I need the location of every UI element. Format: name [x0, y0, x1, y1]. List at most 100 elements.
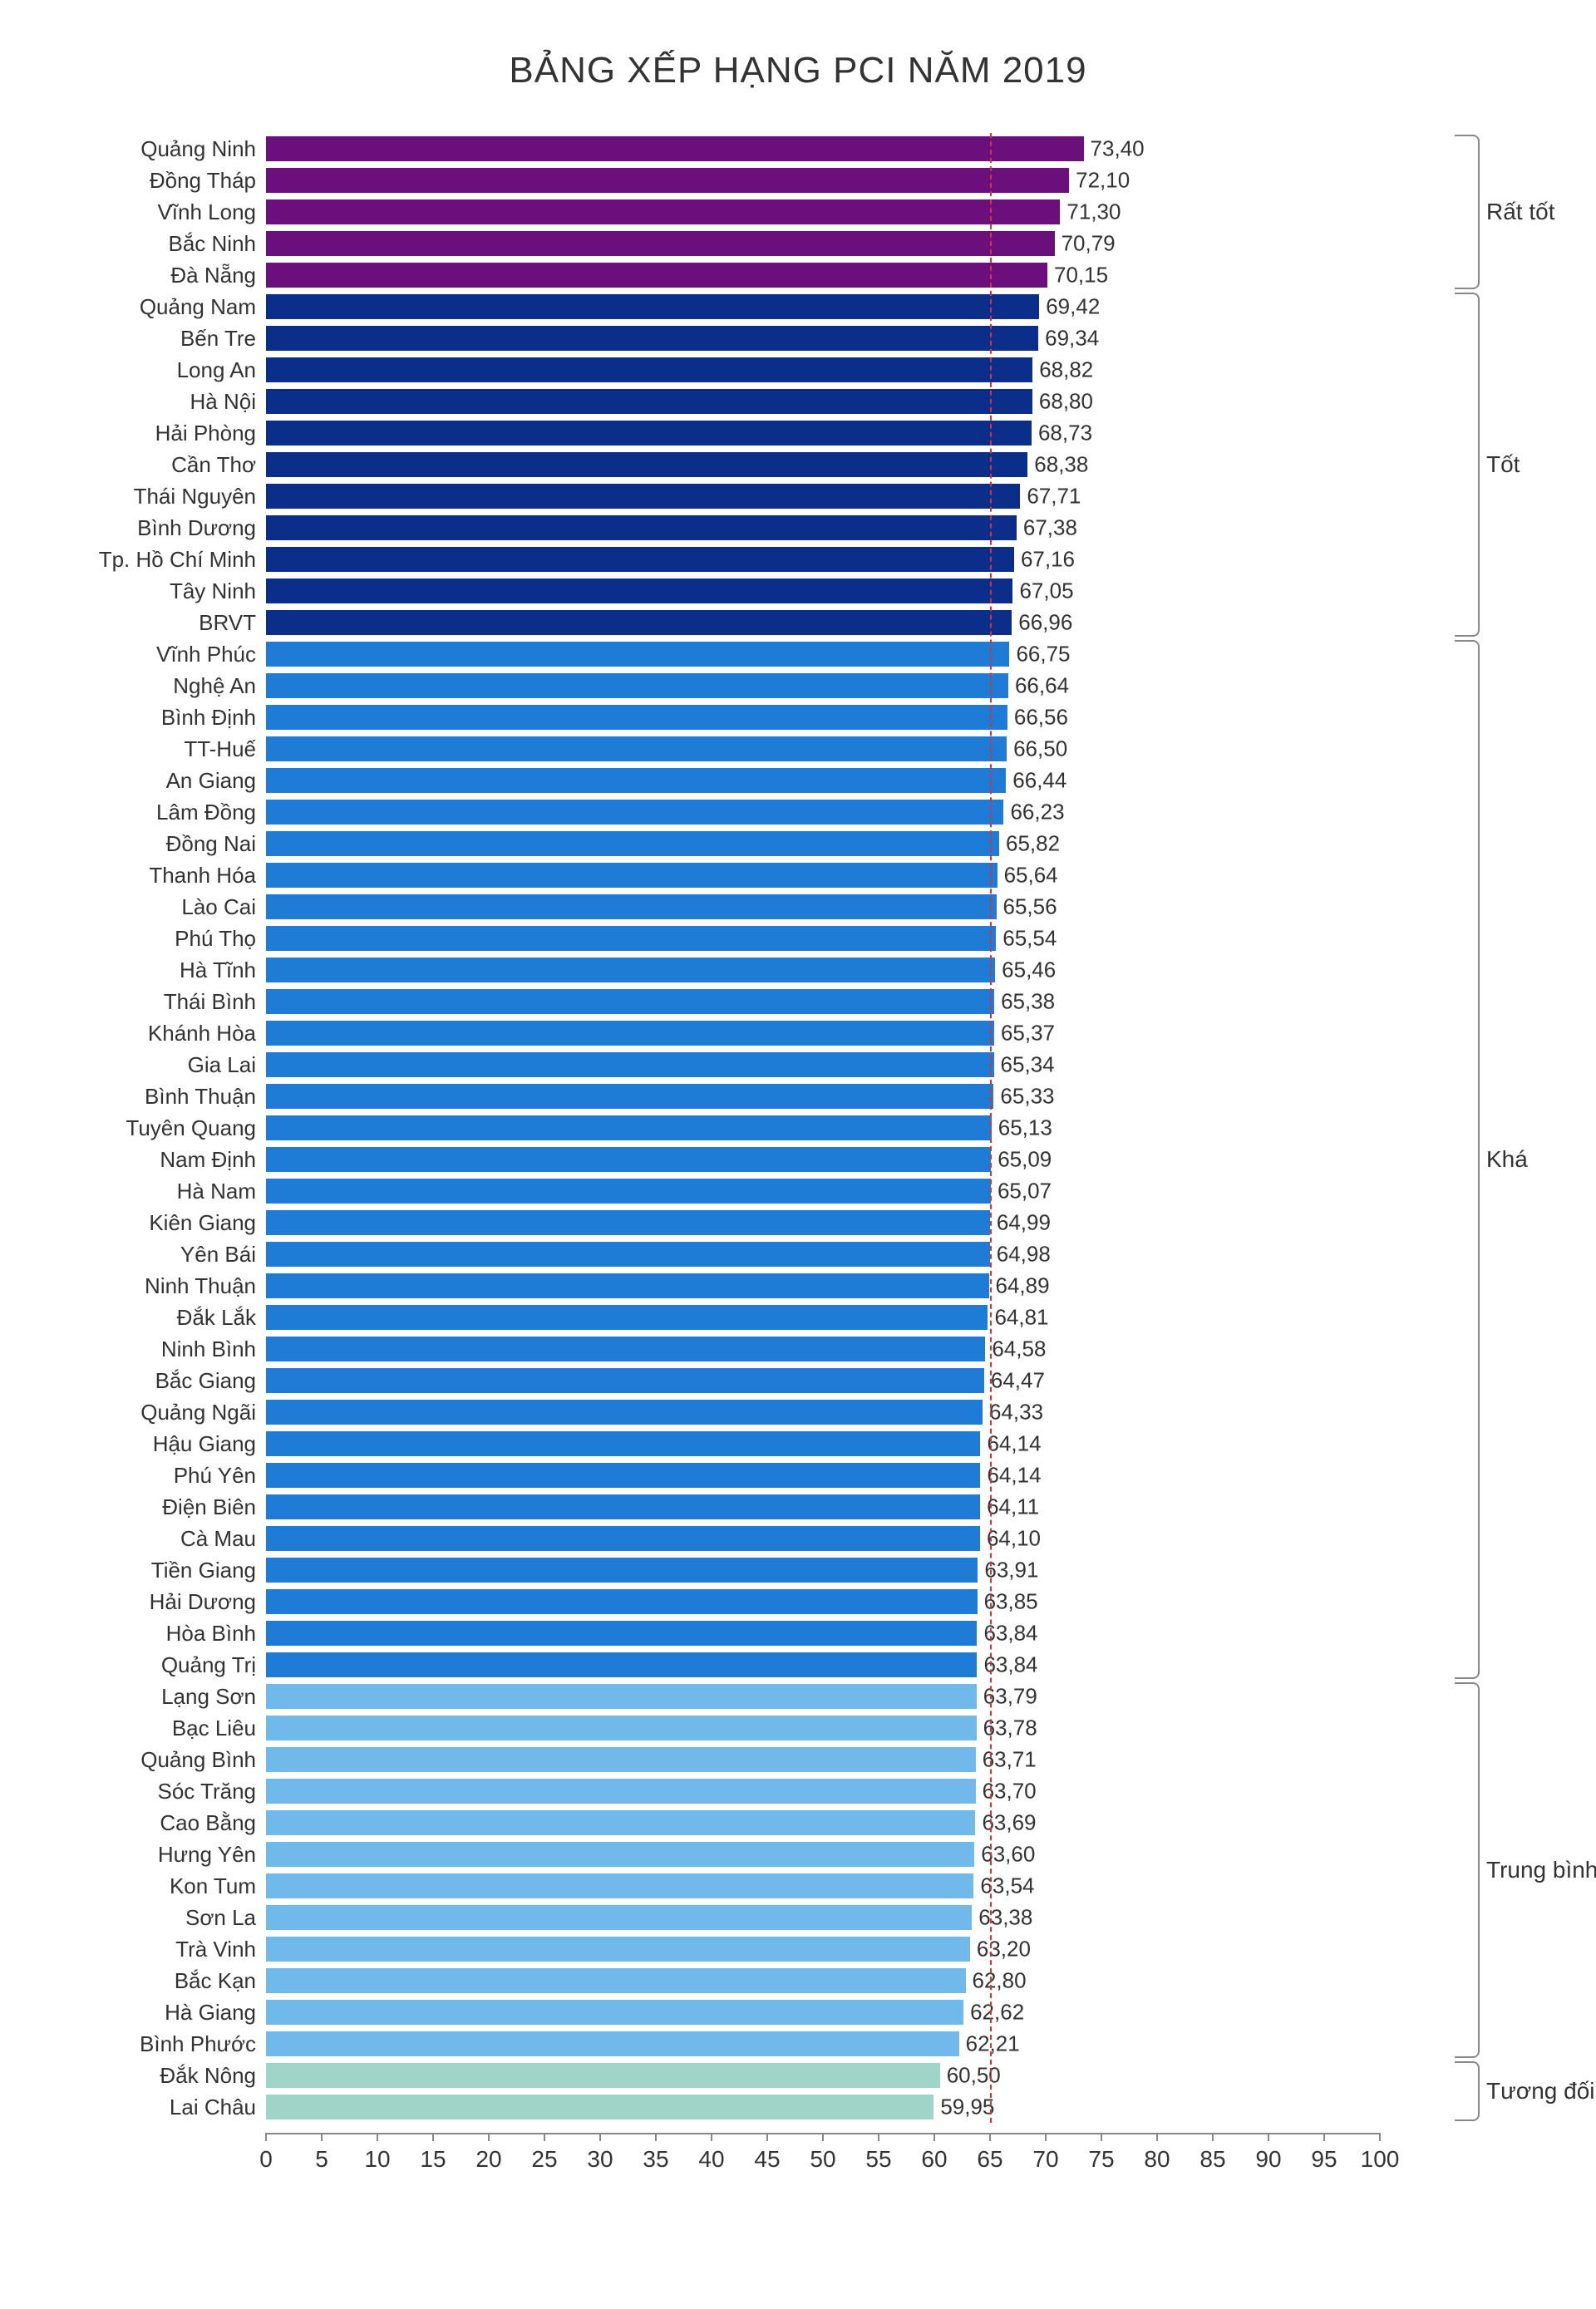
bar-row: Cà Mau64,10	[266, 1523, 1380, 1554]
bar-value-label: 63,70	[976, 1779, 1037, 1804]
bar	[266, 1747, 976, 1772]
bar	[266, 263, 1047, 288]
bar-track: 68,82	[266, 357, 1380, 382]
chart-title: BẢNG XẾP HẠNG PCI NĂM 2019	[33, 50, 1563, 91]
y-axis-label: Cà Mau	[180, 1526, 266, 1552]
bar-track: 64,11	[266, 1494, 1380, 1519]
bar-value-label: 62,21	[959, 2031, 1020, 2057]
x-axis-tick-mark	[933, 2133, 935, 2141]
y-axis-label: Yên Bái	[180, 1242, 266, 1268]
bar-row: Hải Dương63,85	[266, 1586, 1380, 1617]
chart-container: Quảng Ninh73,40Đồng Tháp72,10Vĩnh Long71…	[266, 133, 1380, 2183]
y-axis-label: Phú Yên	[174, 1463, 266, 1489]
bar-value-label: 63,84	[977, 1652, 1037, 1678]
y-axis-label: Bắc Ninh	[169, 231, 267, 257]
bar-track: 68,38	[266, 452, 1380, 477]
bar-row: TT-Huế66,50	[266, 733, 1380, 765]
bar-value-label: 68,38	[1027, 452, 1088, 478]
x-axis-tick-label: 0	[259, 2146, 273, 2173]
bar-row: Trà Vinh63,20	[266, 1933, 1380, 1965]
bar-track: 68,80	[266, 389, 1380, 414]
y-axis-label: Đắk Lắk	[177, 1305, 266, 1331]
bar-track: 68,73	[266, 421, 1380, 446]
bar-value-label: 64,89	[989, 1273, 1050, 1299]
bar-track: 62,62	[266, 2000, 1380, 2025]
bar-row: Tiền Giang63,91	[266, 1554, 1380, 1586]
bar	[266, 1021, 994, 1046]
bar-row: Vĩnh Long71,30	[266, 196, 1380, 228]
bar	[266, 484, 1020, 509]
bar-track: 66,23	[266, 800, 1380, 825]
y-axis-label: Lâm Đồng	[156, 800, 266, 825]
y-axis-label: Quảng Ninh	[140, 136, 266, 162]
y-axis-label: Bến Tre	[180, 326, 266, 352]
y-axis-label: Ninh Thuận	[145, 1273, 266, 1299]
y-axis-label: An Giang	[166, 768, 266, 794]
bar-row: Đồng Tháp72,10	[266, 165, 1380, 196]
bar	[266, 1084, 993, 1109]
bar-track: 65,82	[266, 831, 1380, 856]
bar-track: 64,47	[266, 1368, 1380, 1393]
y-axis-label: Bình Định	[161, 705, 266, 731]
bar	[266, 1968, 966, 1993]
y-axis-label: Bình Thuận	[145, 1084, 266, 1110]
bar-track: 63,70	[266, 1779, 1380, 1804]
bar-row: Tp. Hồ Chí Minh67,16	[266, 544, 1380, 575]
bar-value-label: 64,99	[990, 1210, 1051, 1236]
bar-row: Gia Lai65,34	[266, 1049, 1380, 1081]
bar-track: 65,13	[266, 1115, 1380, 1140]
bar-row: An Giang66,44	[266, 765, 1380, 796]
x-axis-tick-mark	[1323, 2133, 1325, 2141]
bar-track: 64,81	[266, 1305, 1380, 1330]
bar-value-label: 69,42	[1039, 294, 1100, 320]
bar-row: Đồng Nai65,82	[266, 828, 1380, 859]
bar-row: Tuyên Quang65,13	[266, 1112, 1380, 1144]
x-axis-tick-mark	[1212, 2133, 1214, 2141]
bar-value-label: 73,40	[1084, 136, 1145, 162]
bar-row: Bắc Kạn62,80	[266, 1965, 1380, 1996]
y-axis-label: Đà Nẵng	[170, 263, 266, 288]
bar-value-label: 63,60	[974, 1842, 1035, 1868]
bar-row: Sóc Trăng63,70	[266, 1775, 1380, 1807]
bar-track: 64,14	[266, 1431, 1380, 1456]
bar-value-label: 65,54	[996, 926, 1057, 952]
bar-row: Nam Định65,09	[266, 1144, 1380, 1175]
bar-row: Hải Phòng68,73	[266, 417, 1380, 449]
bar-track: 67,05	[266, 578, 1380, 603]
bar-value-label: 65,46	[995, 958, 1056, 983]
bar-value-label: 66,44	[1006, 768, 1066, 794]
bar-value-label: 69,34	[1038, 326, 1099, 352]
x-axis-tick-mark	[377, 2133, 378, 2141]
bar-value-label: 70,79	[1055, 231, 1116, 257]
y-axis-label: Hậu Giang	[153, 1431, 266, 1457]
bar-value-label: 64,98	[990, 1242, 1051, 1268]
bar-row: Quảng Nam69,42	[266, 291, 1380, 322]
bar-track: 64,89	[266, 1273, 1380, 1298]
y-axis-label: Long An	[177, 357, 266, 383]
bar-track: 66,44	[266, 768, 1380, 793]
bar-value-label: 66,75	[1009, 642, 1070, 667]
bar-row: Nghệ An66,64	[266, 670, 1380, 702]
bar-value-label: 60,50	[940, 2063, 1001, 2089]
bar-value-label: 64,11	[980, 1494, 1039, 1520]
bar-track: 63,69	[266, 1810, 1380, 1835]
bar-value-label: 64,14	[980, 1431, 1041, 1457]
bar-value-label: 65,07	[991, 1179, 1052, 1204]
x-axis-tick-label: 20	[475, 2146, 501, 2173]
bar-track: 63,54	[266, 1873, 1380, 1898]
bar-row: Sơn La63,38	[266, 1902, 1380, 1933]
bar-row: Kon Tum63,54	[266, 1870, 1380, 1902]
bar	[266, 1147, 991, 1172]
bar-track: 63,84	[266, 1621, 1380, 1646]
bar-value-label: 63,91	[978, 1558, 1038, 1583]
y-axis-label: Đồng Nai	[166, 831, 266, 857]
bar	[266, 1684, 977, 1709]
bar	[266, 863, 998, 888]
bar	[266, 673, 1008, 698]
y-axis-label: Tp. Hồ Chí Minh	[99, 547, 266, 573]
group-bracket	[1455, 293, 1480, 637]
bar-track: 69,34	[266, 326, 1380, 351]
x-axis-tick-mark	[599, 2133, 601, 2141]
x-axis-tick-label: 95	[1311, 2146, 1337, 2173]
x-axis-tick-mark	[321, 2133, 323, 2141]
